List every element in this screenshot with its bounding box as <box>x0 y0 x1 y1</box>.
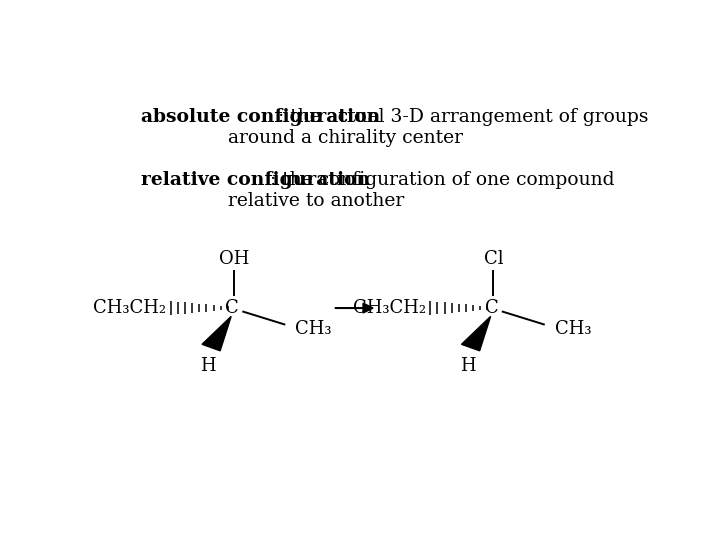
Text: Cl: Cl <box>484 249 503 268</box>
Text: H: H <box>460 357 476 375</box>
Text: C: C <box>485 299 499 317</box>
Text: absolute configuration: absolute configuration <box>141 109 381 126</box>
Text: : the configuration of one compound: : the configuration of one compound <box>270 171 614 189</box>
Text: : the actual 3-D arrangement of groups: : the actual 3-D arrangement of groups <box>278 109 649 126</box>
Text: relative to another: relative to another <box>228 192 404 210</box>
Polygon shape <box>462 316 490 351</box>
Text: around a chirality center: around a chirality center <box>228 129 463 147</box>
Text: CH₃: CH₃ <box>555 320 591 338</box>
Text: H: H <box>200 357 216 375</box>
Text: CH₃CH₂: CH₃CH₂ <box>353 299 426 317</box>
Text: relative configuration: relative configuration <box>141 171 371 189</box>
Text: C: C <box>225 299 239 317</box>
Text: CH₃: CH₃ <box>295 320 332 338</box>
Text: OH: OH <box>219 249 249 268</box>
Polygon shape <box>202 316 231 351</box>
Text: CH₃CH₂: CH₃CH₂ <box>94 299 166 317</box>
